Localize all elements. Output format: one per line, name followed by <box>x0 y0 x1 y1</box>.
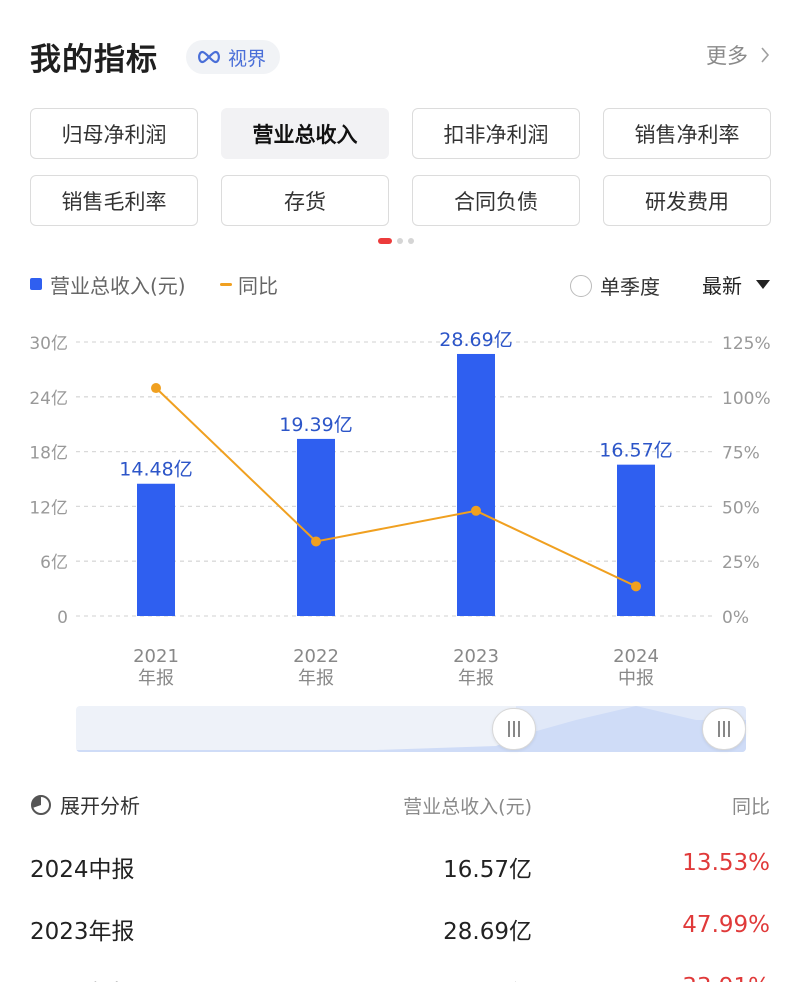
x-tick-label-year: 2022 <box>293 646 339 667</box>
x-tick-label-period: 中报 <box>618 668 654 689</box>
bar-value-label: 19.39亿 <box>279 414 352 436</box>
yoy-point <box>311 536 321 547</box>
range-handle-right[interactable] <box>702 708 746 750</box>
y-right-tick-label: 0% <box>722 608 749 628</box>
row-yoy: 13.53% <box>682 850 770 876</box>
page-dot <box>397 238 403 244</box>
page-dot <box>408 238 414 244</box>
column-header-yoy: 同比 <box>731 796 770 818</box>
metric-net-profit-parent[interactable]: 归母净利润 <box>30 108 198 159</box>
range-track <box>76 706 746 752</box>
y-left-tick-label: 30亿 <box>29 334 68 354</box>
row-revenue: 28.69亿 <box>443 919 532 945</box>
yoy-point <box>631 581 641 592</box>
y-right-tick-label: 25% <box>722 553 760 573</box>
more-link[interactable]: 更多 <box>706 40 770 70</box>
y-left-tick-label: 12亿 <box>29 498 68 518</box>
x-tick-label-year: 2024 <box>613 646 659 667</box>
bar-value-label: 28.69亿 <box>439 329 512 351</box>
legend-bar-swatch <box>30 278 42 290</box>
row-period: 2024中报 <box>30 857 135 883</box>
range-slider[interactable] <box>76 706 746 752</box>
chart-legend-row: 营业总收入(元) 同比 单季度 最新 <box>30 268 770 302</box>
page-dot-active <box>378 238 392 244</box>
metric-total-revenue[interactable]: 营业总收入 <box>221 108 389 159</box>
metric-selector: 归母净利润 营业总收入 扣非净利润 销售净利率 销售毛利率 存货 合同负债 研发… <box>30 108 771 226</box>
y-right-tick-label: 100% <box>722 389 771 409</box>
caret-down-icon <box>756 280 770 289</box>
y-right-tick-label: 75% <box>722 444 760 464</box>
x-tick-label-year: 2023 <box>453 646 499 667</box>
horizon-button[interactable]: 视界 <box>186 40 281 74</box>
y-right-tick-label: 50% <box>722 498 760 518</box>
y-left-tick-label: 0 <box>57 608 68 628</box>
metric-net-profit-deducted[interactable]: 扣非净利润 <box>412 108 580 159</box>
metric-contract-liabilities[interactable]: 合同负债 <box>412 175 580 226</box>
legend-line-label: 同比 <box>238 274 278 298</box>
y-left-tick-label: 6亿 <box>40 553 68 573</box>
chevron-right-icon <box>761 47 770 63</box>
table-row[interactable]: 2024中报 16.57亿 13.53% <box>30 846 770 886</box>
column-header-revenue: 营业总收入(元) <box>403 796 532 818</box>
expand-analysis-button[interactable]: 展开分析 <box>30 790 140 819</box>
sort-dropdown[interactable]: 最新 <box>702 270 770 299</box>
revenue-bar <box>137 483 175 616</box>
table-row[interactable]: 2023年报 28.69亿 47.99% <box>30 908 770 948</box>
legend-line-swatch <box>220 283 232 286</box>
metric-net-margin[interactable]: 销售净利率 <box>603 108 771 159</box>
range-handle-left[interactable] <box>492 708 536 750</box>
single-quarter-label: 单季度 <box>600 275 660 299</box>
expand-analysis-label: 展开分析 <box>60 794 140 818</box>
revenue-bar <box>617 464 655 616</box>
bar-value-label: 14.48亿 <box>119 459 192 481</box>
y-left-tick-label: 18亿 <box>29 444 68 464</box>
x-tick-label-period: 年报 <box>298 668 334 689</box>
radio-icon[interactable] <box>570 274 592 297</box>
revenue-bar <box>457 353 495 616</box>
pie-chart-icon <box>31 794 51 815</box>
metric-rd-expense[interactable]: 研发费用 <box>603 175 771 226</box>
y-left-tick-label: 24亿 <box>29 389 68 409</box>
single-quarter-toggle[interactable]: 单季度 <box>570 271 660 300</box>
card-header: 我的指标 视界 更多 <box>0 0 800 100</box>
x-tick-label-period: 年报 <box>138 668 174 689</box>
row-yoy: 47.99% <box>682 912 770 938</box>
metric-gross-margin[interactable]: 销售毛利率 <box>30 175 198 226</box>
sort-label: 最新 <box>702 274 742 298</box>
row-yoy: 33.91% <box>682 974 770 982</box>
range-overview <box>76 706 746 752</box>
row-revenue: 19.39亿 <box>443 974 532 982</box>
infinity-icon <box>198 50 220 64</box>
metric-inventory[interactable]: 存货 <box>221 175 389 226</box>
more-label: 更多 <box>706 44 748 68</box>
horizon-label: 视界 <box>228 47 267 70</box>
y-right-tick-label: 125% <box>722 334 771 354</box>
row-revenue: 16.57亿 <box>443 857 532 883</box>
yoy-point <box>471 505 481 516</box>
x-tick-label-period: 年报 <box>458 668 494 689</box>
legend-bar-label: 营业总收入(元) <box>50 274 186 298</box>
page-title: 我的指标 <box>30 42 158 78</box>
revenue-chart: 0 6亿 12亿 18亿 24亿 30亿 0% 25% 50% 75% 100% 125% 14.48亿… <box>29 329 771 689</box>
revenue-bar <box>297 438 335 616</box>
row-period: 2023年报 <box>30 919 135 945</box>
yoy-point <box>151 383 161 394</box>
table-header: 展开分析 营业总收入(元) 同比 <box>30 788 770 822</box>
yoy-line <box>155 387 637 588</box>
x-tick-label-year: 2021 <box>133 646 179 667</box>
page-indicator <box>378 238 414 244</box>
bar-value-label: 16.57亿 <box>599 440 672 462</box>
